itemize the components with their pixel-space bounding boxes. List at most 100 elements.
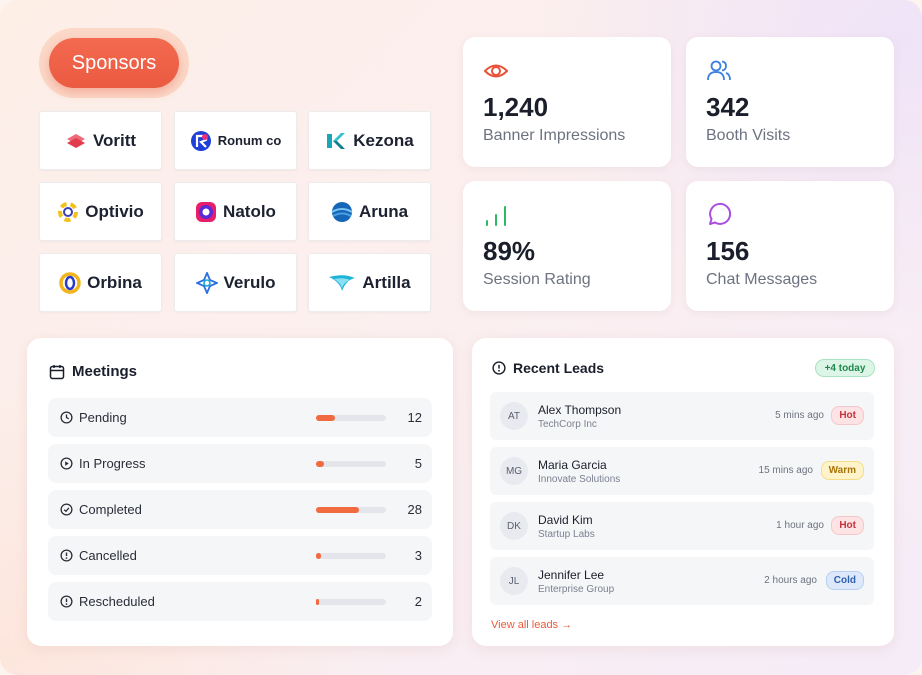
lead-row[interactable]: DK David Kim Startup Labs 1 hour ago Hot [490, 502, 874, 550]
meetings-panel: Meetings Pending 12 In Progress 5 Comple… [27, 338, 453, 646]
sponsor-name: Optivio [85, 201, 144, 221]
avatar: JL [500, 567, 528, 595]
sponsor-name: Aruna [358, 201, 409, 221]
meeting-progress-track [316, 507, 386, 513]
meeting-progress-fill [316, 599, 319, 605]
sponsor-name: Orbina [87, 272, 142, 292]
lead-row[interactable]: JL Jennifer Lee Enterprise Group 2 hours… [490, 557, 874, 605]
lead-time: 2 hours ago [764, 575, 817, 586]
lead-tag: Warm [820, 461, 864, 480]
sponsor-card-voritt[interactable]: Voritt [39, 111, 162, 170]
avatar: AT [500, 402, 528, 430]
lead-time: 15 mins ago [758, 465, 813, 476]
sponsor-name: Ronum co [217, 133, 282, 148]
stat-label: Booth Visits [706, 127, 791, 144]
chat-bubble-icon [709, 202, 732, 225]
meeting-status-row[interactable]: Pending 12 [48, 398, 432, 437]
signal-bars-icon [486, 206, 506, 226]
stat-label: Session Rating [483, 271, 591, 288]
stat-card-banner-impressions[interactable]: 1,240 Banner Impressions [463, 37, 671, 167]
sponsor-card-orbina[interactable]: Orbina [39, 253, 162, 312]
lead-company: Enterprise Group [538, 584, 615, 595]
lead-time: 1 hour ago [776, 520, 824, 531]
sponsor-name: Artilla [362, 272, 411, 292]
meeting-status-label: Rescheduled [79, 594, 155, 609]
alert-circle-icon [492, 361, 506, 375]
optivio-logo-icon [58, 201, 79, 222]
natolo-logo-icon [196, 201, 217, 222]
meeting-progress-fill [316, 553, 321, 559]
sponsor-card-natolo[interactable]: Natolo [174, 182, 297, 241]
meeting-status-label: Cancelled [79, 548, 137, 563]
lead-name: Jennifer Lee [538, 568, 605, 582]
avatar: DK [500, 512, 528, 540]
meeting-status-count: 12 [407, 410, 422, 425]
check-circle-icon [60, 503, 73, 516]
lead-company: Startup Labs [538, 529, 595, 540]
alert-circle-icon [60, 549, 73, 562]
sponsor-card-artilla[interactable]: Artilla [308, 253, 431, 312]
verulo-logo-icon [195, 271, 218, 294]
stat-value: 342 [706, 92, 750, 122]
sponsor-card-kezona[interactable]: Kezona [308, 111, 431, 170]
stat-value: 89% [483, 236, 536, 266]
meeting-progress-track [316, 415, 386, 421]
alert-circle-icon [60, 595, 73, 608]
meeting-progress-track [316, 599, 386, 605]
meeting-status-row[interactable]: Completed 28 [48, 490, 432, 529]
sponsor-name: Natolo [223, 201, 276, 221]
voritt-logo-icon [66, 133, 85, 148]
stat-card-chat-messages[interactable]: 156 Chat Messages [686, 181, 894, 311]
lead-tag: Cold [825, 571, 864, 590]
lead-name: David Kim [538, 513, 593, 527]
users-icon [707, 60, 731, 81]
clock-icon [60, 411, 73, 424]
lead-tag: Hot [831, 406, 864, 425]
lead-row[interactable]: MG Maria Garcia Innovate Solutions 15 mi… [490, 447, 874, 495]
meeting-status-count: 28 [407, 502, 422, 517]
stat-card-session-rating[interactable]: 89% Session Rating [463, 181, 671, 311]
recent-leads-title: Recent Leads [513, 360, 605, 376]
sponsor-card-ronum[interactable]: Ronum co [174, 111, 297, 170]
sponsor-card-aruna[interactable]: Aruna [308, 182, 431, 241]
meeting-status-label: Completed [79, 502, 142, 517]
meeting-status-count: 2 [414, 594, 422, 609]
lead-name: Alex Thompson [538, 403, 622, 417]
meeting-status-row[interactable]: Cancelled 3 [48, 536, 432, 575]
meeting-progress-track [316, 461, 386, 467]
orbina-logo-icon [59, 271, 81, 294]
stat-label: Chat Messages [706, 271, 818, 288]
avatar: MG [500, 457, 528, 485]
meeting-status-label: In Progress [79, 456, 146, 471]
lead-name: Maria Garcia [538, 458, 607, 472]
lead-company: Innovate Solutions [538, 474, 621, 485]
eye-icon [483, 64, 509, 78]
sponsor-name: Verulo [223, 272, 276, 292]
sponsors-button[interactable]: Sponsors [49, 38, 179, 88]
meeting-status-row[interactable]: In Progress 5 [48, 444, 432, 483]
lead-tag: Hot [831, 516, 864, 535]
view-all-leads-link[interactable]: View all leads → [491, 619, 573, 631]
sponsor-card-verulo[interactable]: Verulo [174, 253, 297, 312]
lead-row[interactable]: AT Alex Thompson TechCorp Inc 5 mins ago… [490, 392, 874, 440]
meeting-progress-fill [316, 461, 324, 467]
sponsor-name: Voritt [92, 130, 137, 150]
meeting-progress-fill [316, 507, 360, 513]
ronum-logo-icon [190, 130, 211, 151]
play-circle-icon [60, 457, 73, 470]
meeting-status-row[interactable]: Rescheduled 2 [48, 582, 432, 621]
meetings-title: Meetings [72, 363, 138, 380]
kezona-logo-icon [327, 132, 346, 149]
stat-value: 156 [706, 236, 750, 266]
stat-value: 1,240 [483, 92, 549, 122]
meeting-status-label: Pending [79, 410, 127, 425]
lead-company: TechCorp Inc [538, 419, 597, 430]
stat-label: Banner Impressions [483, 127, 626, 144]
meeting-progress-fill [316, 415, 335, 421]
stat-card-booth-visits[interactable]: 342 Booth Visits [686, 37, 894, 167]
calendar-icon [49, 365, 65, 380]
aruna-logo-icon [331, 201, 353, 222]
sponsor-card-optivio[interactable]: Optivio [39, 182, 162, 241]
recent-leads-panel: Recent Leads +4 today AT Alex Thompson T… [472, 338, 894, 646]
meeting-status-count: 3 [414, 548, 422, 563]
